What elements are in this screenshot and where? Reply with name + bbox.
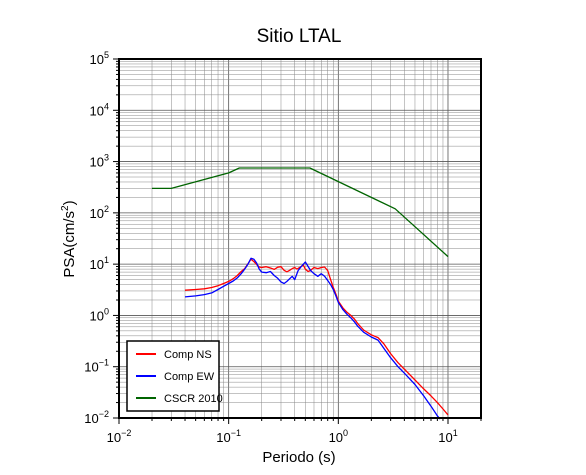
y-tick-label-exponent: −1: [99, 358, 109, 368]
y-tick-label-base: 10: [84, 411, 98, 426]
y-tick-label-base: 10: [90, 52, 104, 67]
y-tick-label-exponent: 4: [104, 101, 109, 111]
y-tick-label-exponent: 3: [104, 153, 109, 163]
y-tick-label: 101: [90, 255, 109, 272]
y-tick-label: 102: [90, 204, 109, 221]
series-line-comp-ew: [184, 257, 441, 420]
y-tick-label-base: 10: [90, 257, 104, 272]
series-layer: [152, 167, 449, 420]
x-tick-label-base: 10: [216, 430, 230, 445]
y-tick-label-exponent: 1: [104, 255, 109, 265]
x-tick-label: 10−1: [216, 428, 241, 445]
y-tick-label: 103: [90, 153, 109, 170]
x-tick-label-exponent: 1: [453, 428, 458, 438]
plot-frame: [118, 58, 482, 419]
y-tick-label-exponent: 0: [104, 306, 109, 316]
y-tick-label: 105: [90, 50, 109, 67]
y-tick-label-exponent: −2: [99, 409, 109, 419]
y-tick-label: 100: [90, 306, 109, 323]
x-axis-label: Periodo (s): [262, 449, 335, 466]
series-line-comp-ns: [184, 258, 449, 416]
y-axis-label: PSA(cm/s2): [60, 200, 78, 277]
y-axis-label-exponent: 2: [60, 205, 71, 211]
y-tick-label-exponent: 5: [104, 50, 109, 60]
y-tick-label-base: 10: [84, 360, 98, 375]
legend-label: Comp NS: [164, 349, 212, 361]
x-tick-labels: 10−2 10−1 100 101: [107, 428, 458, 445]
chart-title: Sitio LTAL: [257, 26, 342, 47]
x-tick-label: 10−2: [107, 428, 132, 445]
y-tick-label: 10−2: [84, 409, 109, 426]
y-tick-label-base: 10: [90, 155, 104, 170]
y-axis-label-base: PSA(cm/s: [61, 211, 78, 278]
grid-lines: [118, 58, 482, 419]
x-tick-label-exponent: −2: [121, 428, 131, 438]
y-tick-label: 10−1: [84, 358, 109, 375]
x-tick-label: 100: [329, 428, 348, 445]
x-tick-label-base: 10: [107, 430, 121, 445]
legend-label: CSCR 2010: [164, 393, 223, 405]
y-tick-label-base: 10: [90, 206, 104, 221]
series-line-cscr-2010: [152, 167, 449, 258]
legend-label: Comp EW: [164, 371, 215, 383]
y-tick-label: 104: [90, 101, 109, 118]
x-tick-label-exponent: 0: [343, 428, 348, 438]
tick-marks: [113, 58, 482, 424]
x-tick-label-exponent: −1: [231, 428, 241, 438]
y-tick-label-base: 10: [90, 103, 104, 118]
y-tick-label-base: 10: [90, 308, 104, 323]
y-tick-label-exponent: 2: [104, 204, 109, 214]
x-tick-label-base: 10: [329, 430, 343, 445]
legend: Comp NS Comp EW CSCR 2010: [126, 340, 223, 412]
x-tick-label-base: 10: [438, 430, 452, 445]
y-axis-label-close: ): [61, 200, 78, 205]
x-tick-label: 101: [438, 428, 457, 445]
